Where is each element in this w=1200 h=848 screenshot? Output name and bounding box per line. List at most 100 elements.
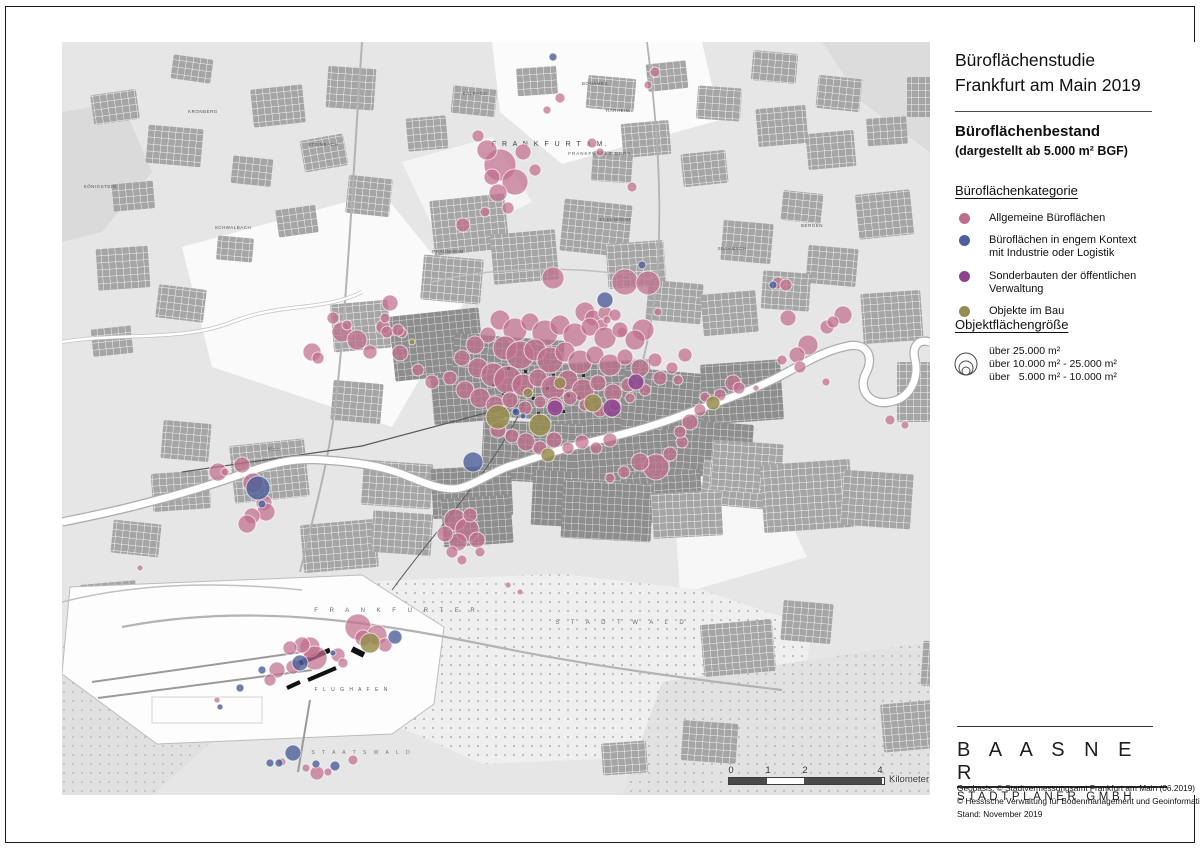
office-bubble bbox=[653, 307, 663, 317]
office-bubble bbox=[479, 326, 497, 344]
office-bubble bbox=[540, 447, 556, 463]
office-bubble bbox=[379, 312, 391, 324]
legend-item: Allgemeine Büroflächen bbox=[959, 212, 1181, 225]
office-bubble bbox=[779, 278, 793, 292]
office-bubble bbox=[616, 348, 634, 366]
runway-mark bbox=[350, 646, 366, 658]
office-bubble bbox=[462, 451, 484, 473]
office-bubble bbox=[511, 407, 521, 417]
office-bubble bbox=[553, 376, 567, 390]
category-dot-sonderbauten bbox=[959, 270, 970, 282]
svg-text:SECKBACH: SECKBACH bbox=[718, 246, 747, 251]
svg-text:HARHEIM: HARHEIM bbox=[606, 108, 630, 113]
office-bubble bbox=[455, 217, 471, 233]
office-bubble bbox=[528, 163, 542, 177]
office-bubble bbox=[626, 181, 638, 193]
office-bubble bbox=[453, 349, 471, 367]
office-bubble bbox=[468, 531, 486, 549]
office-bubble bbox=[752, 384, 760, 392]
office-bubble bbox=[516, 588, 524, 596]
office-bubble bbox=[483, 168, 501, 186]
office-bubble bbox=[598, 353, 622, 377]
office-bubble bbox=[220, 467, 230, 477]
office-bubble bbox=[387, 629, 403, 645]
office-bubble bbox=[624, 392, 636, 404]
office-bubble bbox=[488, 183, 508, 203]
logo-subtitle: STADTPLANER GMBH bbox=[957, 791, 1136, 803]
office-bubble bbox=[793, 360, 807, 374]
office-bubble bbox=[528, 413, 552, 437]
office-bubble bbox=[732, 381, 746, 395]
office-bubble bbox=[381, 294, 399, 312]
svg-text:KALBACH: KALBACH bbox=[463, 91, 488, 96]
office-bubble bbox=[779, 309, 797, 327]
office-bubble bbox=[216, 703, 224, 711]
scale-ticks: 0 1 2 4 bbox=[728, 765, 930, 776]
subtitle-note: (dargestellt ab 5.000 m² BGF) bbox=[955, 144, 1128, 158]
office-bubble bbox=[504, 581, 512, 589]
office-bubble bbox=[501, 168, 529, 196]
office-bubble bbox=[602, 432, 618, 448]
office-bubble bbox=[257, 665, 267, 675]
office-bubble bbox=[471, 129, 485, 143]
size-heading: Objektflächengröße bbox=[955, 317, 1069, 332]
scale-segment bbox=[729, 778, 767, 784]
legend-item: Sonderbauten der öffentlichen Verwaltung bbox=[959, 270, 1181, 296]
office-bubble bbox=[465, 335, 485, 355]
svg-text:BONAMES: BONAMES bbox=[582, 81, 608, 86]
nested-circles-icon bbox=[954, 352, 978, 376]
svg-text:S T A A T S W A L D: S T A A T S W A L D bbox=[311, 750, 412, 756]
scale-bar-strip bbox=[728, 777, 885, 785]
credit-line: Geobasis: © Stadtvermessungsamt Frankfur… bbox=[957, 783, 1196, 793]
office-bubble bbox=[776, 354, 788, 366]
svg-text:KÖNIGSTEIN: KÖNIGSTEIN bbox=[84, 183, 117, 189]
office-bubble bbox=[485, 404, 511, 430]
office-bubble bbox=[346, 329, 368, 351]
divider bbox=[957, 726, 1153, 727]
office-bubble bbox=[265, 758, 275, 768]
legend-item-label: Objekte im Bau bbox=[989, 304, 1065, 317]
office-bubble bbox=[630, 452, 650, 472]
scale-tick: 1 bbox=[765, 765, 771, 776]
office-bubble bbox=[233, 456, 251, 474]
svg-text:F R A N K F U R T a.M.: F R A N K F U R T a.M. bbox=[492, 141, 608, 148]
office-bubble bbox=[677, 347, 693, 363]
runway-mark bbox=[286, 680, 301, 690]
office-bubble bbox=[301, 763, 311, 773]
office-bubble bbox=[341, 319, 353, 331]
office-bubble bbox=[608, 308, 622, 322]
office-bubble bbox=[245, 475, 271, 501]
credit-line: Stand: November 2019 bbox=[957, 808, 1043, 819]
office-bubble bbox=[595, 147, 605, 157]
office-bubble bbox=[562, 390, 578, 406]
divider bbox=[955, 111, 1152, 112]
category-legend: Allgemeine Büroflächen Büroflächen in en… bbox=[959, 212, 1181, 327]
office-bubble bbox=[611, 268, 639, 296]
office-bubble bbox=[643, 80, 653, 90]
office-bubble bbox=[411, 363, 425, 377]
office-bubble bbox=[522, 387, 534, 399]
office-bubble bbox=[635, 270, 661, 296]
office-bubble bbox=[589, 374, 607, 392]
office-bubble bbox=[282, 640, 298, 656]
office-bubble bbox=[291, 654, 309, 672]
svg-text:PRAUNHEIM: PRAUNHEIM bbox=[432, 249, 464, 254]
office-bubble bbox=[665, 361, 679, 375]
office-bubble bbox=[136, 564, 144, 572]
airport bbox=[62, 574, 445, 773]
scale-unit-label: Kilometer bbox=[889, 774, 930, 785]
office-bubble bbox=[611, 321, 629, 339]
office-bubble bbox=[424, 374, 440, 390]
office-bubble bbox=[479, 206, 491, 218]
office-bubble bbox=[329, 760, 341, 772]
scale-tick: 4 bbox=[877, 765, 883, 776]
office-bubble bbox=[501, 201, 515, 215]
office-bubble bbox=[821, 377, 831, 387]
scale-tick: 0 bbox=[728, 765, 734, 776]
svg-text:F R A N K F U R T E R: F R A N K F U R T E R bbox=[314, 608, 479, 614]
office-bubble bbox=[533, 395, 547, 409]
map-canvas: F R A N K F U R T a.M. FRANKFURTER BERG BO… bbox=[62, 42, 930, 795]
office-bubble bbox=[617, 465, 631, 479]
office-bubble bbox=[311, 351, 325, 365]
office-bubble bbox=[476, 139, 498, 161]
